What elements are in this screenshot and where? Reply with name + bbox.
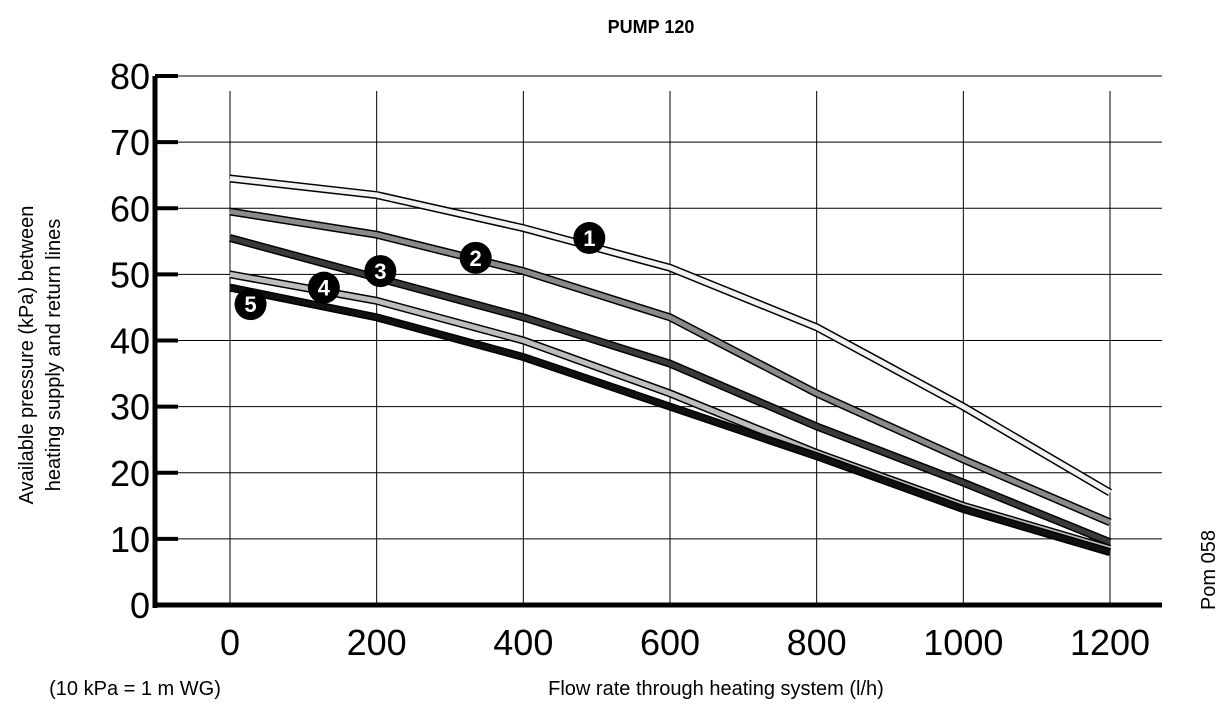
series-marker-1: 1: [573, 222, 606, 255]
marker-label: 2: [470, 246, 482, 271]
y-tick-label: 70: [110, 122, 150, 163]
x-tick-label: 0: [220, 622, 240, 663]
marker-circle: [459, 241, 492, 274]
marker-circle: [573, 222, 606, 255]
chart-title: PUMP 120: [608, 17, 695, 37]
y-tick-label: 0: [130, 585, 150, 626]
series-markers: 1 2 3 4 5: [234, 222, 606, 321]
series-line-2: [229, 207, 1112, 527]
series-marker-4: 4: [307, 271, 340, 304]
x-tick-label: 400: [493, 622, 553, 663]
series-marker-2: 2: [459, 241, 492, 274]
x-axis-label: Flow rate through heating system (l/h): [548, 678, 884, 700]
x-tick-label: 200: [347, 622, 407, 663]
marker-label: 1: [583, 226, 595, 251]
grid: [155, 75, 1162, 605]
marker-circle: [307, 271, 340, 304]
series-marker-3: 3: [364, 255, 397, 288]
y-tick-label: 30: [110, 387, 150, 428]
axes: [152, 74, 1162, 608]
x-tick-label: 600: [640, 622, 700, 663]
y-tick-label: 60: [110, 188, 150, 229]
y-tick-label: 80: [110, 56, 150, 97]
y-tick-label: 50: [110, 254, 150, 295]
marker-label: 5: [244, 292, 256, 317]
figure-code: Pom 058: [1198, 530, 1220, 610]
series-marker-5: 5: [234, 288, 267, 321]
y-tick-labels: 0 10 20 30 40 50 60 70 80: [110, 56, 150, 626]
marker-circle: [364, 255, 397, 288]
y-axis-label-line-2: heating supply and return lines: [43, 219, 65, 491]
series-fill: [229, 209, 1111, 525]
y-tick-label: 20: [110, 453, 150, 494]
series-line-1: [229, 174, 1113, 497]
x-tick-label: 1200: [1070, 622, 1150, 663]
x-tick-labels: 0 200 400 600 800 1000 1200: [220, 622, 1150, 663]
marker-circle: [234, 288, 267, 321]
y-tick-label: 40: [110, 321, 150, 362]
series-fill: [229, 285, 1111, 555]
series-line-5: [229, 283, 1112, 556]
unit-note: (10 kPa = 1 m WG): [49, 678, 221, 700]
y-tick-label: 10: [110, 519, 150, 560]
marker-label: 4: [318, 276, 331, 301]
x-tick-label: 800: [787, 622, 847, 663]
marker-label: 3: [374, 259, 386, 284]
y-axis-label-line-1: Available pressure (kPa) between: [16, 206, 38, 505]
series-fill: [229, 176, 1112, 495]
x-tick-label: 1000: [923, 622, 1003, 663]
